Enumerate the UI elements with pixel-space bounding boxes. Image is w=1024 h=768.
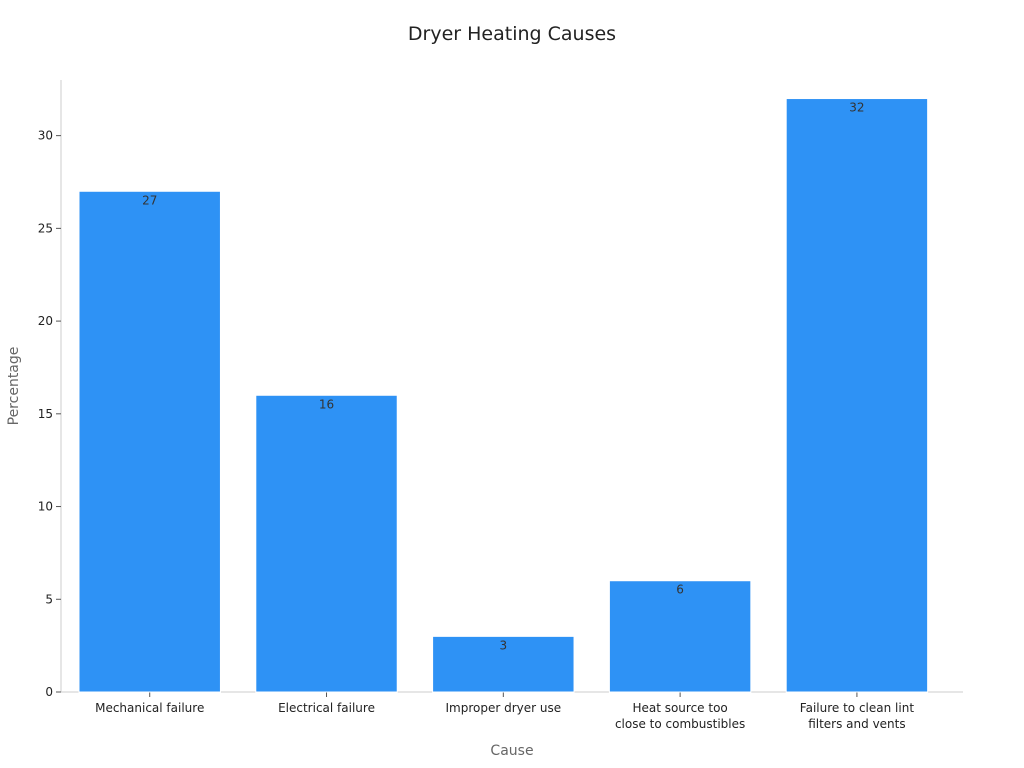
chart-title: Dryer Heating Causes bbox=[408, 23, 616, 45]
bar-value-label: 32 bbox=[849, 101, 864, 115]
bar-value-label: 3 bbox=[499, 638, 507, 652]
bar bbox=[255, 394, 398, 693]
y-tick-label: 25 bbox=[38, 221, 53, 235]
bar bbox=[785, 98, 929, 693]
y-tick-label: 0 bbox=[45, 685, 53, 699]
x-tick-label-line: Heat source too bbox=[632, 701, 727, 715]
y-tick-label: 15 bbox=[38, 407, 53, 421]
x-tick-label-line: Failure to clean lint bbox=[800, 701, 915, 715]
y-axis-title: Percentage bbox=[6, 347, 22, 426]
x-tick-label: Heat source too close to combustibles bbox=[615, 701, 745, 731]
bar-value-label: 27 bbox=[142, 193, 157, 207]
x-tick-label: Mechanical failure bbox=[95, 701, 204, 715]
x-tick-label-line: close to combustibles bbox=[615, 717, 745, 731]
x-tick-label-line: Mechanical failure bbox=[95, 701, 204, 715]
x-tick-label: Improper dryer use bbox=[445, 701, 561, 715]
bar bbox=[432, 635, 575, 693]
x-tick-label-line: Electrical failure bbox=[278, 701, 375, 715]
x-tick-label: Failure to clean lint filters and vents bbox=[800, 701, 915, 731]
x-axis-title: Cause bbox=[490, 743, 533, 759]
y-tick-label: 20 bbox=[38, 314, 53, 328]
x-tick-label-line: Improper dryer use bbox=[445, 701, 561, 715]
y-tick-label: 5 bbox=[45, 592, 53, 606]
x-axis: Mechanical failure Electrical failure Impr… bbox=[61, 691, 963, 731]
x-tick-label-line: filters and vents bbox=[808, 717, 905, 731]
y-tick-label: 10 bbox=[38, 500, 53, 514]
bars-group: 27 16 3 6 32 bbox=[78, 98, 929, 693]
bar bbox=[78, 190, 221, 693]
y-tick-label: 30 bbox=[38, 129, 53, 143]
bar-value-label: 16 bbox=[319, 397, 334, 411]
bar-value-label: 6 bbox=[676, 583, 684, 597]
bar bbox=[608, 580, 752, 693]
y-axis: 0 5 10 15 20 25 30 bbox=[38, 80, 62, 699]
x-tick-label: Electrical failure bbox=[278, 701, 375, 715]
